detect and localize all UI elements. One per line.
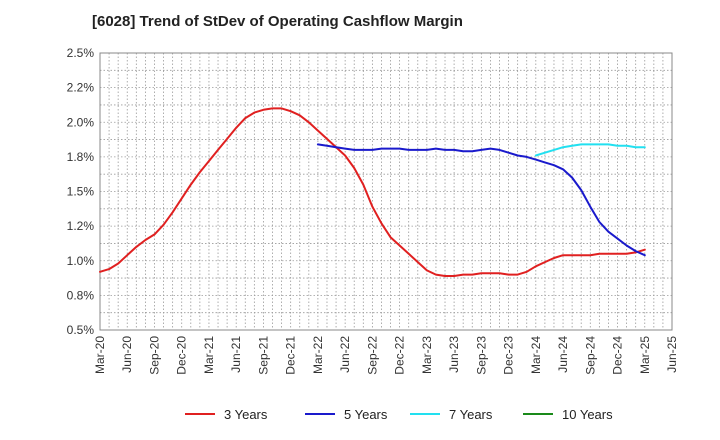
x-tick-label: Mar-21 bbox=[202, 336, 216, 374]
series-line-5-years bbox=[316, 143, 646, 257]
x-tick-label: Mar-25 bbox=[638, 336, 652, 374]
series-lines bbox=[99, 107, 646, 277]
y-tick-label: 2.0% bbox=[67, 115, 95, 129]
chart-title: [6028] Trend of StDev of Operating Cashf… bbox=[92, 13, 463, 30]
x-tick-label: Mar-22 bbox=[311, 336, 325, 374]
y-tick-label: 1.2% bbox=[67, 219, 95, 233]
x-tick-label: Sep-21 bbox=[256, 336, 270, 375]
x-tick-label: Dec-22 bbox=[393, 336, 407, 375]
x-tick-label: Jun-20 bbox=[120, 336, 134, 373]
y-tick-label: 2.2% bbox=[67, 81, 95, 95]
legend-label: 5 Years bbox=[344, 407, 388, 422]
plot-frame bbox=[99, 52, 673, 331]
x-tick-label: Mar-24 bbox=[529, 336, 543, 374]
x-tick-label: Mar-23 bbox=[420, 336, 434, 374]
x-tick-label: Dec-21 bbox=[284, 336, 298, 375]
legend-label: 10 Years bbox=[562, 407, 613, 422]
x-tick-label: Dec-24 bbox=[611, 336, 625, 375]
x-tick-label: Jun-25 bbox=[665, 336, 679, 373]
y-tick-label: 1.8% bbox=[67, 150, 95, 164]
x-tick-label: Sep-24 bbox=[583, 336, 597, 375]
series-line-7-years bbox=[534, 143, 646, 157]
x-tick-label: Dec-23 bbox=[502, 336, 516, 375]
x-tick-label: Sep-22 bbox=[365, 336, 379, 375]
x-tick-label: Jun-22 bbox=[338, 336, 352, 373]
x-tick-label: Sep-23 bbox=[474, 336, 488, 375]
y-tick-label: 1.0% bbox=[67, 254, 95, 268]
x-tick-label: Jun-24 bbox=[556, 336, 570, 373]
series-line-3-years bbox=[99, 107, 646, 277]
x-tick-label: Dec-20 bbox=[175, 336, 189, 375]
x-tick-label: Mar-20 bbox=[93, 336, 107, 374]
legend-label: 3 Years bbox=[224, 407, 268, 422]
y-tick-label: 1.5% bbox=[67, 185, 95, 199]
y-tick-label: 0.8% bbox=[67, 288, 95, 302]
grid-lines bbox=[100, 53, 672, 330]
y-tick-label: 0.5% bbox=[67, 323, 95, 337]
x-tick-label: Jun-23 bbox=[447, 336, 461, 373]
y-tick-label: 2.5% bbox=[67, 46, 95, 60]
legend: 3 Years 5 Years 7 Years 10 Years bbox=[185, 407, 613, 422]
axes: 0.5% 0.8% 1.0% 1.2% 1.5% 1.8% 2.0% 2.2% 2.5% Mar-… bbox=[67, 46, 679, 375]
legend-label: 7 Years bbox=[449, 407, 493, 422]
x-tick-label: Sep-20 bbox=[147, 336, 161, 375]
x-tick-label: Jun-21 bbox=[229, 336, 243, 373]
